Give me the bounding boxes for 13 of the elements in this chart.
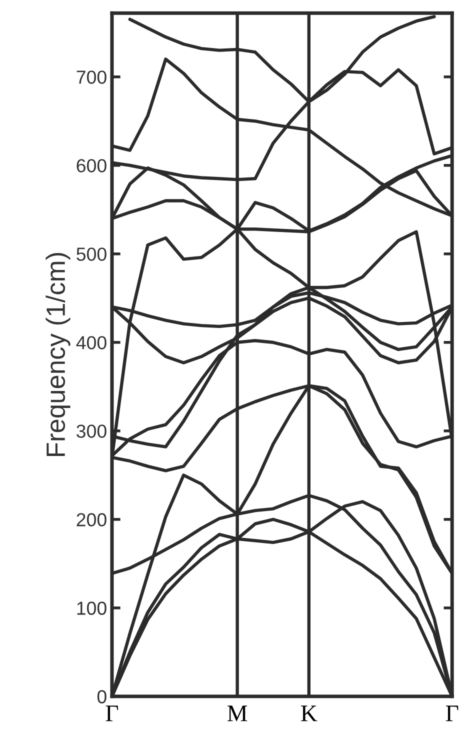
y-tick-label: 400 (76, 336, 106, 350)
y-tick-label: 0 (97, 690, 106, 704)
x-tick-label: K (301, 706, 318, 722)
y-axis-title: Frequency (1/cm) (46, 253, 70, 456)
y-tick-label: 600 (76, 159, 106, 172)
x-tick-label: Γ (106, 706, 118, 722)
x-tick-label: Γ (446, 706, 458, 722)
y-tick-label: 300 (76, 424, 106, 438)
y-tick-label: 700 (76, 70, 106, 84)
y-tick-label: 200 (76, 513, 106, 526)
y-tick-label: 100 (77, 602, 106, 615)
x-tick-label: M (227, 706, 248, 722)
y-tick-label: 500 (76, 248, 106, 261)
